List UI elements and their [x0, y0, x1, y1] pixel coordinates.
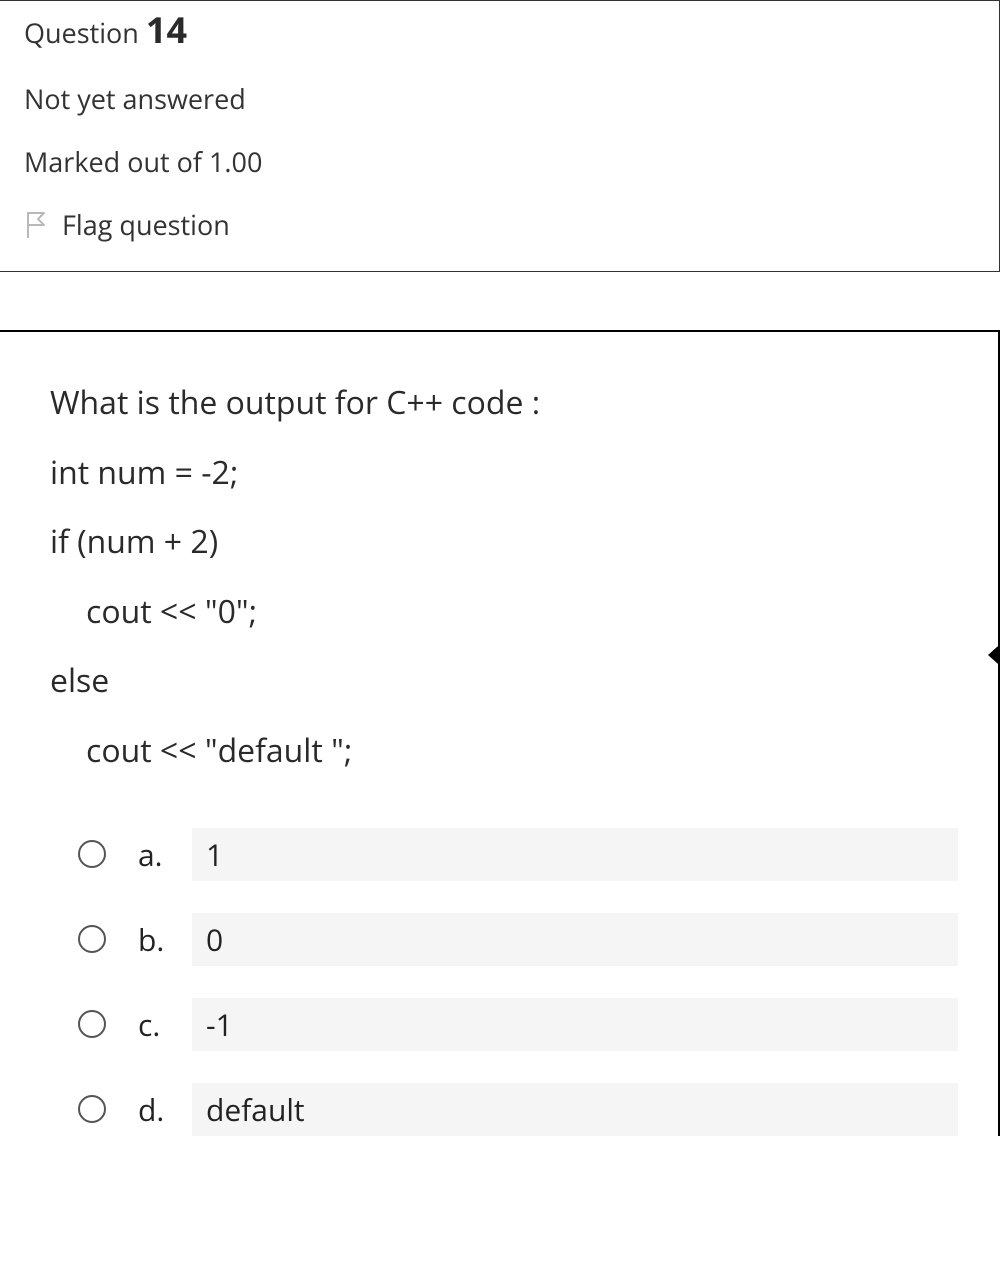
radio-button[interactable]: [78, 840, 106, 868]
flag-question-link[interactable]: Flag question: [24, 206, 975, 243]
radio-button[interactable]: [78, 1095, 106, 1123]
side-arrow-icon[interactable]: [982, 630, 1000, 680]
question-header: Question 14 Not yet answered Marked out …: [0, 0, 1000, 272]
option-text: default: [192, 1083, 958, 1136]
flag-label: Flag question: [62, 206, 230, 243]
answer-option[interactable]: a.1: [78, 828, 958, 881]
question-number-line: Question 14: [24, 1, 975, 80]
flag-icon: [24, 210, 48, 240]
option-text: -1: [192, 998, 958, 1051]
marked-out-of: Marked out of 1.00: [24, 143, 975, 206]
option-text: 1: [192, 828, 958, 881]
option-text: 0: [192, 913, 958, 966]
code-line: int num = -2;: [50, 452, 958, 494]
code-line: cout << "0";: [50, 591, 958, 633]
answer-option[interactable]: d.default: [78, 1083, 958, 1136]
question-word: Question: [24, 14, 139, 51]
code-line: else: [50, 660, 958, 702]
question-number: 14: [146, 5, 187, 54]
answer-option[interactable]: c.-1: [78, 998, 958, 1051]
option-letter: a.: [138, 834, 192, 875]
question-body: What is the output for C++ code : int num…: [0, 330, 1000, 1136]
option-letter: d.: [138, 1089, 192, 1130]
option-letter: c.: [138, 1004, 192, 1045]
answer-option[interactable]: b.0: [78, 913, 958, 966]
radio-button[interactable]: [78, 1010, 106, 1038]
answer-status: Not yet answered: [24, 80, 975, 143]
code-line: if (num + 2): [50, 521, 958, 563]
option-letter: b.: [138, 919, 192, 960]
radio-button[interactable]: [78, 925, 106, 953]
code-line: cout << "default ";: [50, 730, 958, 772]
code-line: What is the output for C++ code :: [50, 382, 958, 424]
question-text: What is the output for C++ code : int num…: [50, 382, 958, 772]
answer-options: a.1b.0c.-1d.default: [50, 828, 958, 1136]
